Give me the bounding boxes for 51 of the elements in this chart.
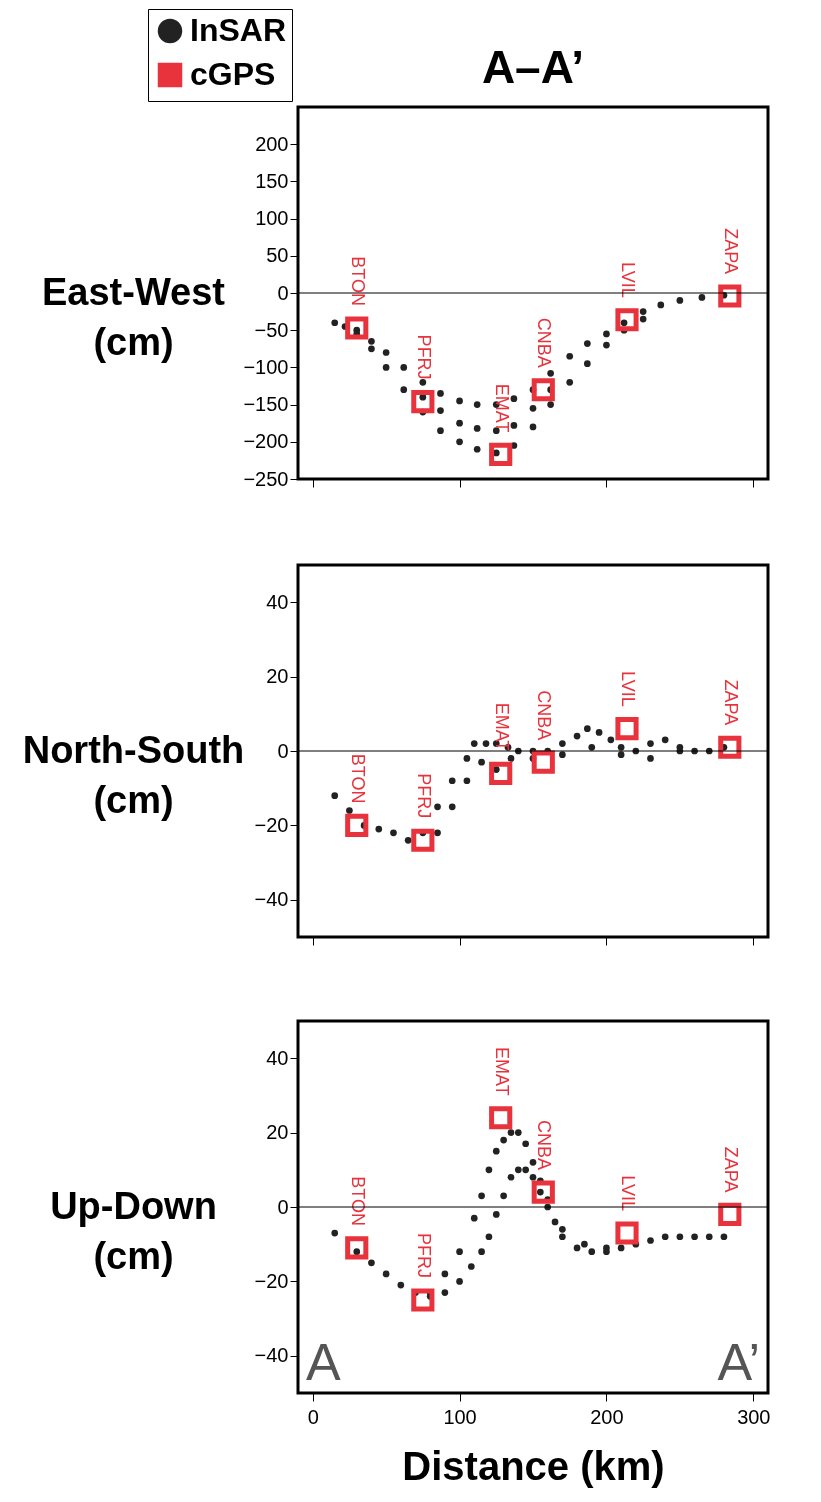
data-label: PFRJ [413,1233,434,1278]
y-tick-label: 20 [266,665,289,688]
x-axis-title: Distance (km) [402,1443,665,1488]
data-label: LVIL [618,262,638,298]
data-label: BTON [347,753,368,804]
data-label: LVIL [618,1175,638,1212]
x-tick-label: 200 [590,1405,624,1428]
y-tick-label: −50 [254,318,289,341]
chart-title: A–A’ [481,41,585,93]
y-tick-label: −40 [254,1344,289,1367]
y-tick-label: 0 [277,1195,289,1218]
data-label: CNBA [534,317,555,368]
x-tick-label: 0 [307,1405,319,1428]
data-label: PFRJ [413,773,434,819]
y-tick-label: −150 [243,393,289,416]
legend-label: cGPS [190,56,276,92]
y-tick-label: −40 [254,888,289,911]
data-label: ZAPA [720,228,741,274]
y-tick-label: −100 [243,355,289,378]
data-label: EMAT [491,383,512,433]
y-tick-label: 40 [266,1046,289,1069]
data-label: BTON [347,1176,368,1226]
y-tick-label: 20 [266,1121,289,1144]
data-label: BTON [347,256,368,306]
y-tick-label: 150 [255,169,289,192]
y-tick-label: 100 [255,207,289,230]
y-axis-title: East-West (cm) [41,270,226,363]
y-tick-label: 0 [277,739,289,762]
y-tick-label: −20 [254,1269,289,1292]
annotation: A’ [717,1333,760,1391]
data-label: EMAT [491,1047,512,1096]
x-tick-label: 300 [737,1405,771,1428]
legend-label: InSAR [190,12,286,48]
y-tick-label: −20 [254,813,289,836]
data-label: CNBA [534,1120,555,1171]
y-tick-label: 50 [266,244,289,267]
data-label: LVIL [618,670,638,707]
y-axis-title: Up-Down (cm) [50,1184,217,1277]
data-label: ZAPA [720,1146,741,1193]
data-label: PFRJ [413,334,434,380]
y-tick-label: 0 [277,281,289,304]
y-tick-label: 200 [255,132,289,155]
data-label: CNBA [534,690,555,741]
x-tick-label: 100 [443,1405,477,1428]
data-label: ZAPA [720,679,741,726]
y-tick-label: −250 [243,467,289,490]
annotation: A [306,1333,341,1391]
y-axis-title: North-South (cm) [22,728,245,821]
y-tick-label: −200 [243,430,289,453]
data-label: EMAT [491,702,512,752]
y-tick-label: 40 [266,590,289,613]
